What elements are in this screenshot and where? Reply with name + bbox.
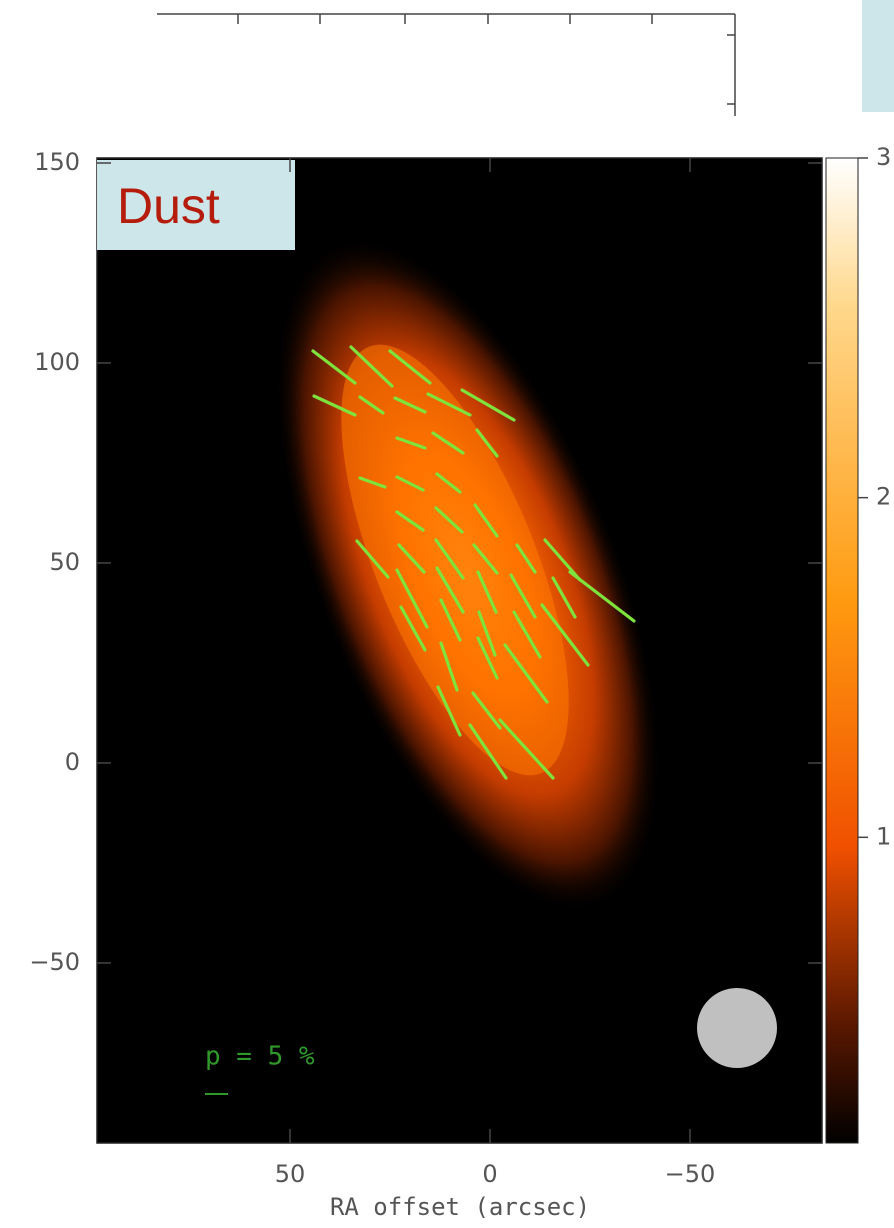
panel-label: Dust	[117, 178, 220, 234]
colorbar-tick-label: 3	[876, 143, 891, 171]
y-tick-label: −50	[29, 948, 80, 976]
previous-label-box	[862, 0, 894, 112]
figure: p = 5 % Dust RA offset (arcsec) 500−5015…	[0, 0, 894, 1228]
x-tick-label: 0	[482, 1160, 497, 1188]
colorbar	[826, 158, 858, 1143]
y-tick-label: 100	[34, 348, 80, 376]
page: {"chart_data": { "type": "vector_map", "…	[0, 0, 894, 1228]
y-tick-label: 150	[34, 148, 80, 176]
previous-panel	[157, 14, 735, 116]
beam	[697, 988, 777, 1068]
y-tick-label: 0	[65, 748, 80, 776]
x-tick-label: −50	[665, 1160, 716, 1188]
colorbar-tick-label: 1	[876, 822, 891, 850]
colorbar-tick-label: 2	[876, 483, 891, 511]
x-axis-label: RA offset (arcsec)	[330, 1193, 590, 1221]
scale-label: p = 5 %	[205, 1042, 315, 1072]
x-tick-label: 50	[275, 1160, 306, 1188]
y-tick-label: 50	[49, 548, 80, 576]
